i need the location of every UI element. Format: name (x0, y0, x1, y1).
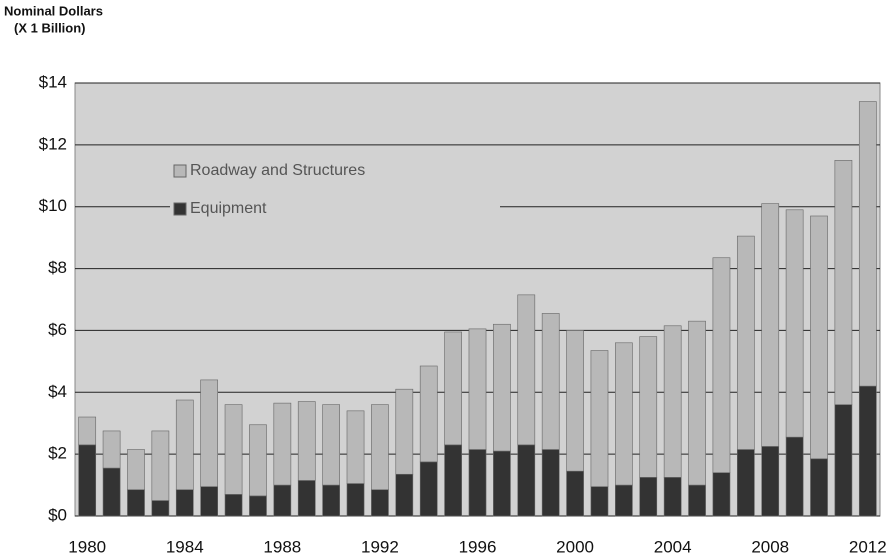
x-tick-label: 1984 (166, 537, 204, 556)
bar-segment (224, 404, 243, 495)
bar-segment (395, 388, 414, 475)
bar-segment (346, 483, 365, 517)
y-tick-label: $10 (39, 196, 67, 215)
bar-segment (663, 325, 682, 478)
bar-segment (297, 401, 316, 481)
bar-segment (419, 365, 438, 463)
y-tick-label: $8 (48, 258, 67, 277)
bar-segment (785, 209, 804, 438)
bar-segment (444, 444, 462, 517)
bar-segment (371, 404, 389, 491)
bar-segment (468, 328, 487, 450)
bar-segment (688, 484, 706, 517)
bar-segment (761, 203, 780, 447)
bar-segment (541, 313, 560, 450)
x-tick-label: 2008 (751, 537, 789, 556)
bar-segment (175, 399, 194, 491)
bar-segment (712, 257, 731, 473)
bar-segment (517, 444, 536, 517)
bar-segment (78, 444, 97, 517)
x-tick-label: 1988 (263, 537, 301, 556)
x-tick-label: 2012 (849, 537, 887, 556)
bar-segment (322, 404, 340, 486)
bar-segment (517, 294, 536, 446)
bar-segment (590, 350, 609, 487)
y-tick-label: $0 (48, 505, 67, 524)
y-axis-label-sub: (X 1 Billion) (14, 20, 86, 35)
bar-segment (322, 484, 340, 517)
bar-segment (688, 320, 706, 486)
bar-segment (736, 235, 755, 450)
bar-segment (834, 404, 853, 517)
bar-segment (810, 215, 828, 460)
bar-segment (615, 484, 633, 517)
x-tick-label: 2000 (556, 537, 594, 556)
bar-segment (541, 449, 560, 517)
bar-segment (297, 480, 316, 517)
bar-segment (810, 458, 828, 517)
bar-segment (444, 331, 462, 446)
bar-segment (151, 500, 170, 517)
bar-segment (127, 449, 145, 491)
bar-segment (736, 449, 755, 517)
bar-segment (200, 379, 219, 487)
bar-segment (712, 472, 731, 517)
y-tick-label: $4 (48, 382, 67, 401)
bar-segment (761, 446, 780, 517)
bar-segment (785, 436, 804, 517)
bar-segment (615, 342, 633, 486)
y-tick-label: $2 (48, 444, 67, 463)
bar-segment (493, 323, 511, 452)
bar-segment (663, 477, 682, 517)
legend-label: Equipment (190, 200, 267, 217)
bar-segment (151, 430, 170, 501)
bar-segment (371, 489, 389, 517)
bar-segment (102, 467, 121, 517)
bar-segment (78, 416, 97, 446)
bar-segment (590, 486, 609, 517)
bar-segment (200, 486, 219, 517)
bar-segment (249, 424, 267, 497)
bar-segment (273, 402, 292, 486)
legend-swatch (173, 164, 187, 178)
bar-segment (639, 336, 658, 478)
y-axis-label: Nominal Dollars (4, 3, 103, 18)
y-tick-label: $6 (48, 320, 67, 339)
bar-segment (175, 489, 194, 517)
x-tick-label: 2004 (654, 537, 692, 556)
bar-segment (127, 489, 145, 517)
bar-segment (834, 160, 853, 405)
x-tick-label: 1992 (361, 537, 399, 556)
bar-segment (273, 484, 292, 517)
x-tick-label: 1980 (68, 537, 106, 556)
bar-segment (419, 461, 438, 517)
y-tick-label: $12 (39, 134, 67, 153)
y-tick-label: $14 (39, 72, 67, 91)
bar-segment (346, 410, 365, 484)
bar-segment (566, 330, 584, 472)
bar-segment (395, 473, 414, 517)
bar-segment (249, 495, 267, 517)
bar-segment (566, 470, 584, 517)
bar-segment (858, 101, 877, 387)
bar-segment (493, 450, 511, 517)
bar-segment (224, 494, 243, 517)
legend-label: Roadway and Structures (190, 162, 365, 179)
bar-segment (102, 430, 121, 469)
legend-swatch (173, 202, 187, 216)
bar-segment (639, 477, 658, 517)
x-tick-label: 1996 (459, 537, 497, 556)
bar-segment (858, 385, 877, 517)
legend-box (170, 153, 500, 228)
bar-segment (468, 449, 487, 517)
